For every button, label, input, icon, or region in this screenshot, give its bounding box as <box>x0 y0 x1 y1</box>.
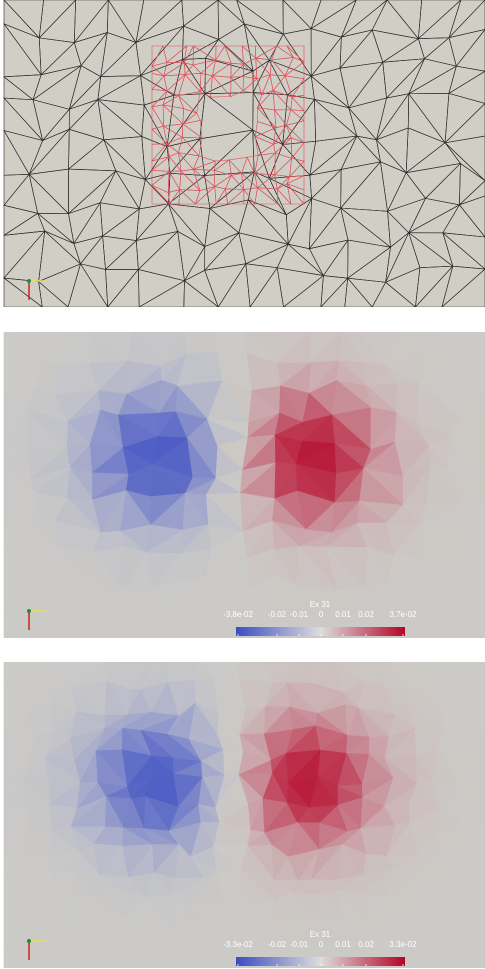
colorbar-label: 3.3e-02 <box>389 940 417 949</box>
colorbar-label: -0.02 <box>268 610 287 619</box>
colorbar-gradient <box>236 627 405 636</box>
axis-x <box>27 939 31 943</box>
colorbar-label: -0.01 <box>290 610 309 619</box>
colorbar-label: -3.3e-02 <box>223 940 253 949</box>
colorbar-label: 0 <box>319 610 324 619</box>
colorbar-label: 0 <box>319 940 324 949</box>
colorbar-label: 0.02 <box>358 610 374 619</box>
field-view: Ex 31 -3.8e-02 -0.02-0.01 0 0.01 0.02 3.7e-02 <box>0 332 485 638</box>
field-view: Ex 31 -3.3e-02 -0.02-0.01 0 0.01 0.02 3.3e-02 <box>0 662 485 968</box>
colorbar-label: -0.01 <box>290 940 309 949</box>
colorbar-label: -3.8e-02 <box>223 610 253 619</box>
colorbar-label: 3.7e-02 <box>389 610 417 619</box>
mesh <box>4 332 485 638</box>
mesh <box>4 662 485 968</box>
colorbar-title: Ex 31 <box>310 600 331 609</box>
colorbar-label: 0.01 <box>335 610 351 619</box>
axis-x <box>27 609 31 613</box>
mesh-view <box>0 0 485 307</box>
colorbar-gradient <box>236 957 405 966</box>
colorbar-title: Ex 31 <box>310 930 331 939</box>
page: Ex 31 -3.8e-02-0.02-0.0100.010.023.7e-02… <box>0 0 485 969</box>
axis-x <box>27 279 31 283</box>
colorbar-label: 0.02 <box>358 940 374 949</box>
colorbar-label: 0.01 <box>335 940 351 949</box>
colorbar-label: -0.02 <box>268 940 287 949</box>
